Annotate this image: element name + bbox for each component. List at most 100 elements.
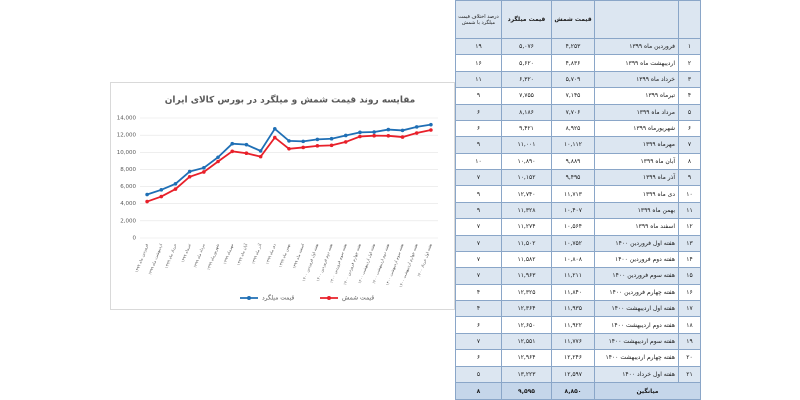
table-cell: ۱۱,۹۳۵ [551,299,595,318]
period-cell: آبان ماه ۱۳۹۹ [594,152,679,171]
table-row: ۳ خرداد ماه ۱۳۹۹ ۵,۷۰۹ ۶,۳۲۰ ۱۱ [455,70,701,89]
footer-cell: ۹,۵۹۵ [501,382,552,400]
data-point [187,174,192,179]
footer-row: میانگین ۸,۸۵۰ ۹,۵۹۵ ۸ [455,382,701,400]
table-cell: ۵ [455,365,502,383]
table-cell: ۴,۸۳۶ [551,54,595,72]
period-cell: هفته سوم اردیبهشت ۱۴۰۰ [594,332,679,351]
data-point [386,127,391,132]
table-row: ۱ فروردین ماه ۱۳۹۹ ۴,۲۵۳ ۵,۰۷۶ ۱۹ [455,37,701,56]
table-row: ۱۹ هفته سوم اردیبهشت ۱۴۰۰ ۱۱,۷۷۶ ۱۲,۵۵۱ ۷ [455,332,701,351]
table-cell: ۴,۲۵۳ [551,37,595,56]
table-cell: ۷,۷۰۶ [551,103,595,121]
period-cell: فروردین ماه ۱۳۹۹ [594,37,679,56]
data-point [386,134,391,138]
table-cell: ۱ [678,37,701,56]
legend-label: قیمت شمش [342,295,374,302]
period-cell: هفته اول فروردین ۱۴۰۰ [594,234,679,252]
table-row: ۲۱ هفته اول خرداد ۱۴۰۰ ۱۲,۵۹۷ ۱۳,۲۲۳ ۵ [455,365,701,383]
table-cell: ۱۶ [678,283,701,302]
y-tick-label: 12,000 [117,133,137,139]
table-row: ۵ مرداد ماه ۱۳۹۹ ۷,۷۰۶ ۸,۱۸۶ ۶ [455,103,701,121]
table-cell: ۹,۴۹۵ [551,168,595,187]
table-cell: ۹,۸۸۹ [551,152,595,171]
table-cell: ۹,۴۲۱ [501,119,552,138]
table-cell: ۱۰,۱۵۲ [501,168,552,187]
data-point [173,182,178,186]
chart-title: مقایسه روند قیمت شمش و میلگرد در بورس کا… [165,94,416,106]
y-tick-label: 0 [133,236,137,242]
data-point [372,130,376,134]
footer-cell: میانگین [594,382,701,400]
table-cell: ۸,۱۸۶ [501,103,552,121]
table-cell: ۱۱,۷۷۶ [551,332,595,351]
y-tick-label: 2,000 [120,218,136,224]
period-cell: شهریورماه ۱۳۹۹ [594,119,679,138]
table-row: ۱۳ هفته اول فروردین ۱۴۰۰ ۱۰,۷۵۲ ۱۱,۵۰۲ ۷ [455,234,701,252]
table-cell: ۵,۰۷۶ [501,37,552,56]
table-cell: ۱۱,۵۸۲ [501,250,552,269]
table-cell: ۸,۹۲۵ [551,119,595,138]
table-cell: ۱۰ [678,185,701,203]
table-cell: ۵ [678,103,701,121]
data-point [216,155,220,160]
data-point [159,188,164,192]
table-cell: ۸ [678,152,701,171]
period-cell: تیرماه ۱۳۹۹ [594,87,679,105]
table-row: ۱۱ بهمن ماه ۱۳۹۹ ۱۰,۴۰۷ ۱۱,۳۲۸ ۹ [455,201,701,220]
table-cell: ۶,۳۲۰ [501,70,552,89]
period-cell: دی ماه ۱۳۹۹ [594,185,679,203]
table-cell: ۱۰,۷۵۲ [551,234,595,252]
table-body: ۱ فروردین ماه ۱۳۹۹ ۴,۲۵۳ ۵,۰۷۶ ۱۹ ۲ اردیبهشت م… [455,37,701,383]
period-cell: هفته اول اردیبهشت ۱۴۰۰ [594,299,679,318]
y-tick-label: 4,000 [120,201,136,207]
table-row: ۱۸ هفته دوم اردیبهشت ۱۴۰۰ ۱۱,۹۲۲ ۱۲,۶۵۰ ۶ [455,316,701,334]
period-cell: اردیبهشت ماه ۱۳۹۹ [594,54,679,72]
header-row: قیمت شمش قیمت میلگرد درصد اختلاف قیمت می… [455,0,701,39]
footer-cell: ۸ [455,382,502,400]
data-point [343,133,348,138]
data-point [429,128,433,132]
table-cell: ۱۰,۸۰۸ [551,250,595,269]
x-tick-label: تیرماه ۱۳۹۹ [180,243,191,263]
table-cell: ۱۰ [455,152,502,171]
period-cell: هفته چهارم اردیبهشت ۱۴۰۰ [594,349,679,367]
table-cell: ۶ [455,349,502,367]
table-cell: ۱۱,۰۰۱ [501,136,552,154]
table-cell: ۱۷ [678,299,701,318]
data-point [400,128,405,133]
table-cell: ۱۱ [678,201,701,220]
table-cell: ۲ [678,54,701,72]
table-cell: ۲۰ [678,349,701,367]
y-tick-label: 6,000 [120,184,136,190]
table-cell: ۱۲,۳۲۵ [501,283,552,302]
period-cell: هفته چهارم فروردین ۱۴۰۰ [594,283,679,302]
table-cell: ۵,۶۲۰ [501,54,552,72]
data-point [414,131,419,135]
header-cell: قیمت شمش [551,0,595,39]
table-cell: ۱۲ [678,218,701,236]
y-tick-label: 8,000 [120,167,136,173]
data-point [287,146,291,151]
table-cell: ۹ [678,168,701,187]
legend-marker [327,296,331,300]
period-cell: مهرماه ۱۳۹۹ [594,136,679,154]
table-row: ۶ شهریورماه ۱۳۹۹ ۸,۹۲۵ ۹,۴۲۱ ۶ [455,119,701,138]
table-cell: ۳ [678,70,701,89]
data-point [315,137,320,142]
table-cell: ۷ [455,218,502,236]
data-point [329,143,334,148]
period-cell: هفته دوم فروردین ۱۴۰۰ [594,250,679,269]
table-cell: ۱۱,۲۷۴ [501,218,552,236]
table-cell: ۷,۱۴۵ [551,87,595,105]
legend-marker [247,296,251,300]
table-cell: ۱۳ [678,234,701,252]
table-cell: ۱۹ [678,332,701,351]
table-cell: ۱۱,۳۲۸ [501,201,552,220]
data-point [301,145,305,150]
data-point [202,170,206,174]
table-cell: ۹ [455,185,502,203]
table-cell: ۱۱,۹۲۲ [551,316,595,334]
table-cell: ۷ [455,332,502,351]
